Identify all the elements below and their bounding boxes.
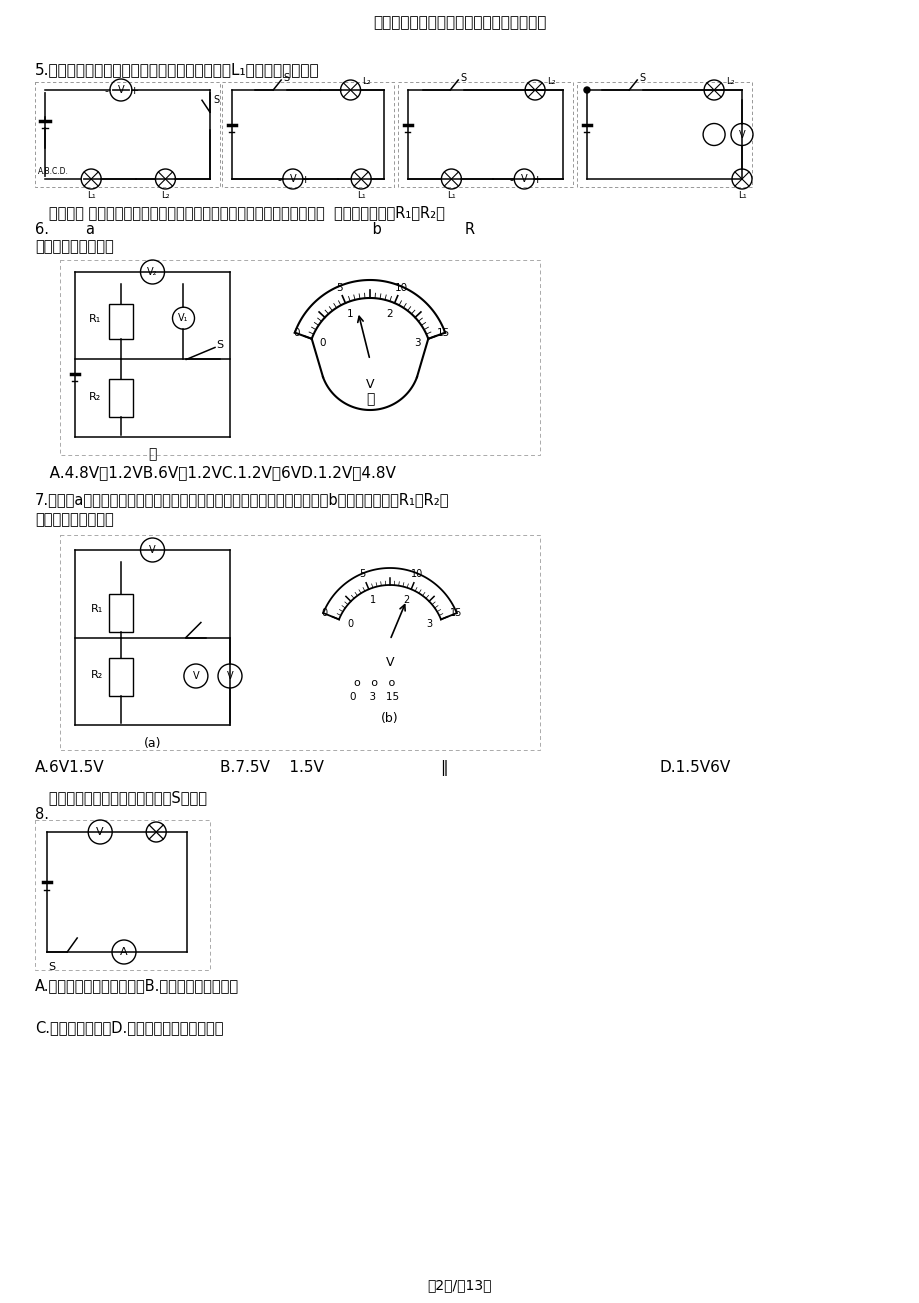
- Text: C.小灯泡正常发光D.电流表、电压表都被烧坏: C.小灯泡正常发光D.电流表、电压表都被烧坏: [35, 1020, 223, 1035]
- Text: 端的电压分别为（）: 端的电压分别为（）: [35, 512, 114, 526]
- Text: L₁: L₁: [737, 192, 745, 199]
- Text: V: V: [385, 655, 394, 668]
- Text: R₁: R₁: [89, 314, 101, 324]
- Text: -: -: [509, 175, 513, 185]
- Text: (a): (a): [143, 737, 161, 751]
- Text: L₁: L₁: [447, 192, 455, 199]
- Text: -: -: [105, 86, 108, 96]
- Text: V: V: [366, 378, 374, 391]
- Bar: [109, 304, 133, 339]
- Bar: [109, 594, 133, 632]
- Text: o   o   o: o o o: [354, 678, 395, 688]
- Text: L₂: L₂: [161, 192, 170, 199]
- Bar: [109, 379, 133, 417]
- Text: (b): (b): [380, 711, 398, 724]
- Text: 0: 0: [293, 328, 300, 339]
- Text: V: V: [226, 671, 233, 681]
- Text: 3: 3: [426, 619, 433, 629]
- Text: L₁: L₁: [86, 192, 96, 199]
- Text: 6.        a                                                            b        : 6. a b: [35, 222, 474, 237]
- Text: A.电压表的示数为电源电压B.电流表的示数特别大: A.电压表的示数为电源电压B.电流表的示数特别大: [35, 979, 239, 993]
- Text: 第2页/共13页: 第2页/共13页: [427, 1278, 492, 1293]
- Text: 0    3   15: 0 3 15: [350, 692, 399, 702]
- Text: L₂: L₂: [362, 77, 370, 86]
- Text: B.7.5V    1.5V: B.7.5V 1.5V: [220, 760, 323, 775]
- Text: A.B.C.D.: A.B.C.D.: [38, 167, 69, 176]
- Text: S: S: [460, 73, 466, 83]
- Text: S: S: [639, 73, 644, 83]
- Text: 2: 2: [386, 309, 392, 319]
- Circle shape: [584, 87, 589, 93]
- Text: 2: 2: [403, 595, 409, 606]
- Text: 10: 10: [394, 283, 407, 293]
- Text: 1: 1: [346, 309, 353, 319]
- Text: 7.如图（a）所示电路中，当闭合开关后，两只电压表的指针偏转均如图（b）所示，则电阻R₁和R₂两: 7.如图（a）所示电路中，当闭合开关后，两只电压表的指针偏转均如图（b）所示，则…: [35, 493, 449, 507]
- Text: 甲: 甲: [148, 447, 156, 461]
- Text: 10: 10: [411, 569, 423, 580]
- Text: V: V: [520, 175, 527, 184]
- Text: L₁: L₁: [357, 192, 365, 199]
- Text: +: +: [532, 175, 541, 185]
- Text: 在以以下图的电路中，闭合开关S后（）: 在以以下图的电路中，闭合开关S后（）: [35, 790, 207, 805]
- Text: 3: 3: [414, 337, 420, 348]
- Text: A: A: [120, 947, 128, 956]
- Text: S: S: [216, 340, 223, 351]
- Text: S: S: [283, 73, 289, 83]
- Text: R₂: R₂: [91, 671, 103, 680]
- Text: V: V: [118, 85, 124, 95]
- Text: +: +: [130, 86, 140, 96]
- Text: V: V: [96, 827, 104, 837]
- Text: A.6V1.5V: A.6V1.5V: [35, 760, 105, 775]
- Text: +: +: [301, 175, 310, 185]
- Text: 沪科版九年级物理第十四章第五节测量电压: 沪科版九年级物理第十四章第五节测量电压: [373, 16, 546, 30]
- Text: 0: 0: [320, 337, 326, 348]
- Bar: [35, 820, 210, 969]
- Text: A.4.8V，1.2VB.6V，1.2VC.1.2V，6VD.1.2V，4.8V: A.4.8V，1.2VB.6V，1.2VC.1.2V，6VD.1.2V，4.8V: [35, 465, 395, 480]
- Text: 8.: 8.: [35, 807, 49, 822]
- Text: L₂: L₂: [547, 77, 555, 86]
- Text: 端的电压分别为（）: 端的电压分别为（）: [35, 238, 114, 254]
- Bar: [398, 82, 573, 188]
- Text: R₂: R₂: [89, 392, 101, 403]
- Text: V: V: [289, 175, 296, 184]
- Bar: [35, 82, 220, 188]
- Bar: [60, 261, 539, 455]
- Text: 乙: 乙: [366, 392, 374, 407]
- Text: 0: 0: [321, 609, 327, 619]
- Text: 15: 15: [437, 328, 449, 339]
- Text: S: S: [213, 95, 219, 106]
- Text: 5: 5: [335, 283, 342, 293]
- Bar: [60, 536, 539, 751]
- Text: D.1.5V6V: D.1.5V6V: [659, 760, 731, 775]
- Text: V: V: [738, 129, 744, 139]
- Text: V: V: [149, 545, 155, 555]
- Text: S: S: [49, 962, 55, 972]
- Text: R₁: R₁: [91, 605, 103, 615]
- Text: V: V: [192, 671, 199, 681]
- Text: 1: 1: [370, 595, 376, 606]
- Text: L₂: L₂: [725, 77, 734, 86]
- Text: V₂: V₂: [147, 267, 157, 278]
- Bar: [221, 82, 393, 188]
- Text: 5.以以下图的电路图中，能用电压表正确测出灯L₁两头电压的是（）: 5.以以下图的电路图中，能用电压表正确测出灯L₁两头电压的是（）: [35, 63, 319, 77]
- Bar: [109, 658, 133, 696]
- Text: -: -: [278, 175, 281, 185]
- Bar: [576, 82, 751, 188]
- Text: 在如图（ ）所示电路中，当闭合开关后，两个电压表指针偏转均为图（  ）所示，则电阻R₁和R₂两: 在如图（ ）所示电路中，当闭合开关后，两个电压表指针偏转均为图（ ）所示，则电阻…: [35, 205, 445, 220]
- Text: ‖: ‖: [439, 760, 448, 777]
- Text: 0: 0: [346, 619, 353, 629]
- Text: 5: 5: [359, 569, 366, 580]
- Text: V₁: V₁: [178, 313, 188, 323]
- Text: 15: 15: [449, 609, 461, 619]
